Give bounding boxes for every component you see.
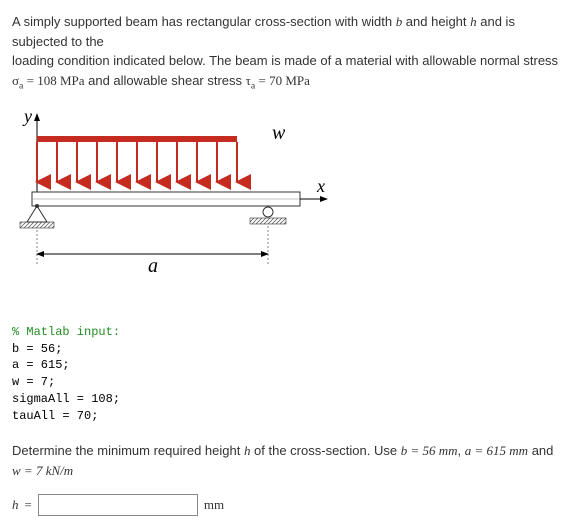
- right-support: [250, 207, 286, 224]
- matlab-line: b = 56;: [12, 341, 569, 358]
- a-label: a: [148, 255, 158, 277]
- matlab-line: w = 7;: [12, 374, 569, 391]
- w-eq: w = 7 kN/m: [12, 463, 73, 478]
- answer-eq: =: [25, 497, 32, 513]
- answer-unit: mm: [204, 497, 224, 513]
- load-arrows: [37, 142, 237, 182]
- question: Determine the minimum required height h …: [12, 441, 569, 483]
- a-eq: a = 615 mm: [465, 443, 528, 458]
- load-bar: [37, 136, 237, 142]
- sigma-val: 108 MPa: [37, 73, 84, 88]
- answer-input[interactable]: [38, 494, 198, 516]
- matlab-input: % Matlab input: b = 56; a = 615; w = 7; …: [12, 324, 569, 425]
- beam-diagram: y w x: [12, 104, 569, 304]
- b-eq: b = 56 mm: [401, 443, 458, 458]
- w-label: w: [272, 122, 286, 144]
- text: Determine the minimum required height: [12, 443, 244, 458]
- text: and allowable shear stress: [85, 73, 246, 88]
- y-label: y: [22, 106, 32, 126]
- x-label: x: [316, 176, 325, 196]
- text: of the cross-section. Use: [250, 443, 400, 458]
- matlab-line: sigmaAll = 108;: [12, 391, 569, 408]
- answer-row: h = mm: [12, 494, 569, 516]
- left-support: [20, 204, 54, 228]
- eq: =: [255, 73, 269, 88]
- sigma: σ: [12, 73, 19, 88]
- matlab-comment: % Matlab input:: [12, 324, 569, 341]
- text: loading condition indicated below. The b…: [12, 53, 558, 68]
- problem-statement: A simply supported beam has rectangular …: [12, 12, 569, 94]
- matlab-line: a = 615;: [12, 357, 569, 374]
- matlab-line: tauAll = 70;: [12, 408, 569, 425]
- diagram-svg: y w x: [12, 104, 352, 304]
- tau-val: 70 MPa: [269, 73, 310, 88]
- text: A simply supported beam has rectangular …: [12, 14, 396, 29]
- text: and height: [402, 14, 470, 29]
- answer-var: h: [12, 497, 19, 513]
- eq: =: [23, 73, 37, 88]
- text: ,: [458, 443, 465, 458]
- text: and: [528, 443, 553, 458]
